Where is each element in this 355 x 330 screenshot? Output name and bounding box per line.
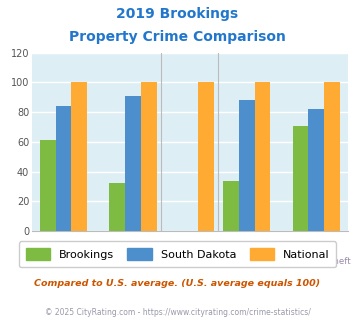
Bar [255,82,271,231]
Bar [40,140,56,231]
Bar [324,82,340,231]
Text: Property Crime Comparison: Property Crime Comparison [69,30,286,44]
Bar [109,183,125,231]
Bar [125,96,141,231]
Text: Larceny & Theft: Larceny & Theft [282,257,351,266]
Text: © 2025 CityRating.com - https://www.cityrating.com/crime-statistics/: © 2025 CityRating.com - https://www.city… [45,308,310,316]
Bar [56,106,71,231]
Text: Motor Vehicle Theft: Motor Vehicle Theft [56,245,140,254]
Text: Burglary: Burglary [263,245,300,254]
Text: 2019 Brookings: 2019 Brookings [116,7,239,20]
Bar [239,100,255,231]
Bar [223,181,239,231]
Bar [293,125,308,231]
Text: Arson: Arson [178,257,202,266]
Text: All Property Crime: All Property Crime [24,257,103,266]
Bar [141,82,157,231]
Bar [308,109,324,231]
Bar [71,82,87,231]
Bar [198,82,214,231]
Legend: Brookings, South Dakota, National: Brookings, South Dakota, National [19,241,336,267]
Text: Compared to U.S. average. (U.S. average equals 100): Compared to U.S. average. (U.S. average … [34,279,321,288]
